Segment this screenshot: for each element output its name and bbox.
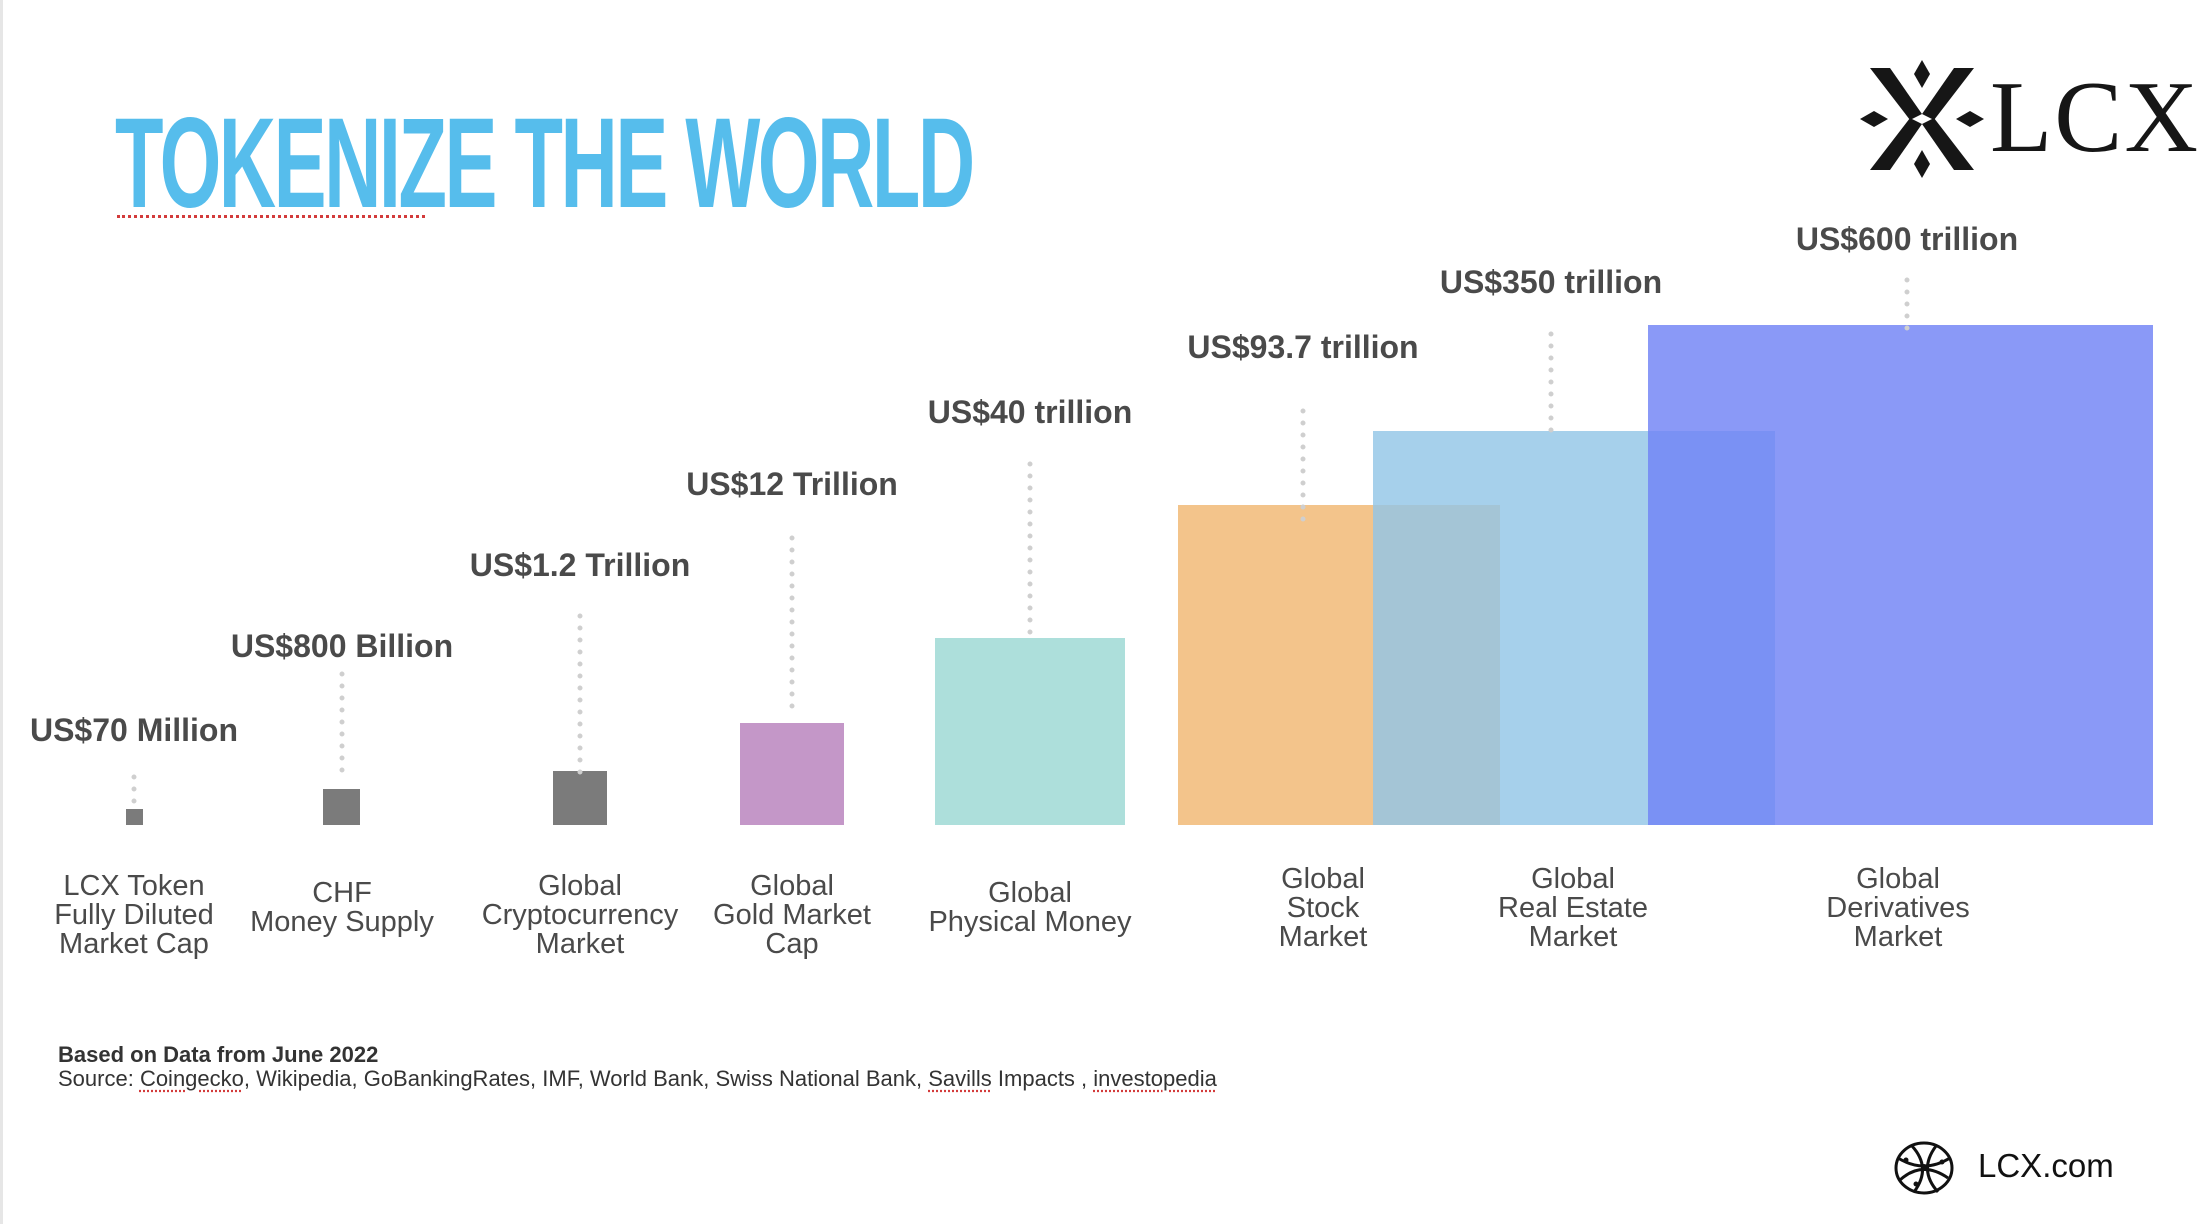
category-label-5: Global Stock Market: [1279, 863, 1368, 953]
spellcheck-underline: [117, 215, 425, 218]
bar-2: [553, 771, 607, 825]
bar-4: [935, 638, 1125, 825]
category-label-3: Global Gold Market Cap: [713, 870, 871, 960]
bar-0: [126, 809, 143, 825]
value-label-3: US$12 Trillion: [686, 466, 898, 502]
lcx-x-mark-icon: [1860, 60, 1984, 178]
category-label-0: LCX Token Fully Diluted Market Cap: [54, 870, 214, 960]
source-coingecko: Coingecko: [139, 1066, 244, 1091]
category-label-4: Global Physical Money: [928, 877, 1132, 938]
source-prefix: Source:: [58, 1066, 140, 1091]
category-label-6: Global Real Estate Market: [1498, 863, 1648, 953]
source-investopedia: investopedia: [1093, 1066, 1217, 1091]
value-label-6: US$350 trillion: [1440, 264, 1662, 300]
source-impacts: Impacts ,: [991, 1066, 1094, 1091]
page-title: TOKENIZE THE WORLD: [115, 92, 975, 235]
value-label-5: US$93.7 trillion: [1187, 329, 1418, 365]
value-label-7: US$600 trillion: [1796, 221, 2018, 257]
source-note: Source: Coingecko, Wikipedia, GoBankingR…: [58, 1066, 1217, 1092]
bar-3: [740, 723, 844, 825]
data-date-note: Based on Data from June 2022: [58, 1042, 379, 1067]
category-label-7: Global Derivatives Market: [1826, 863, 1969, 953]
value-label-4: US$40 trillion: [928, 394, 1133, 430]
source-middle: , Wikipedia, GoBankingRates, IMF, World …: [243, 1066, 929, 1091]
source-savills: Savills: [928, 1066, 992, 1091]
value-label-1: US$800 Billion: [231, 628, 453, 664]
slide-edge: [0, 0, 3, 1224]
bar-1: [323, 789, 360, 825]
category-label-2: Global Cryptocurrency Market: [482, 870, 679, 960]
logo-text: LCX: [1990, 61, 2198, 174]
value-label-2: US$1.2 Trillion: [470, 547, 691, 583]
globe-icon: [1894, 1141, 1954, 1195]
lcx-website-link[interactable]: LCX.com: [1978, 1147, 2114, 1184]
category-label-1: CHF Money Supply: [250, 877, 434, 938]
value-label-0: US$70 Million: [30, 712, 238, 748]
bar-7: [1648, 325, 2153, 825]
